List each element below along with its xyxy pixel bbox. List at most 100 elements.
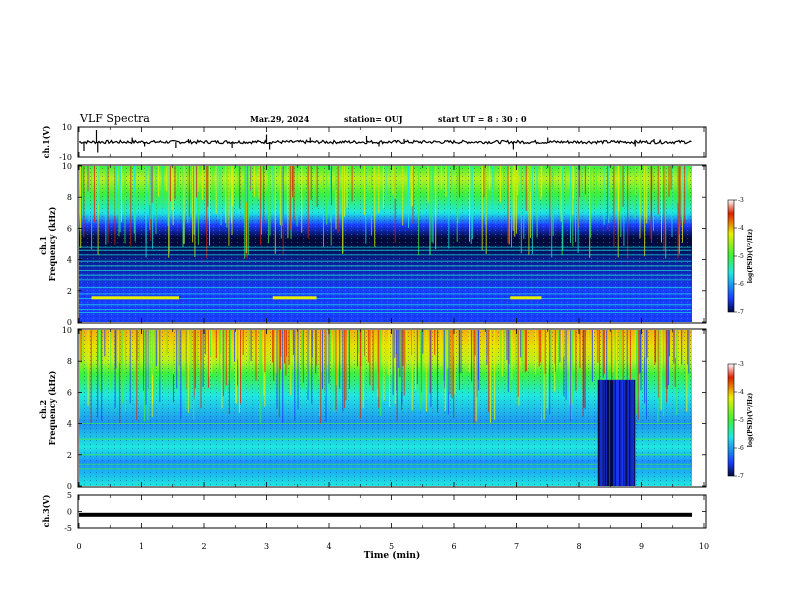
spectrogram-stripe — [176, 330, 178, 389]
spectrogram-stripe — [554, 330, 556, 392]
ch2-dark-block-stripe — [633, 379, 635, 486]
spectrogram-stripe — [678, 166, 680, 235]
spectrogram-stripe — [166, 330, 168, 354]
spectrogram-stripe — [597, 330, 599, 363]
spectrogram-stripe — [451, 330, 453, 399]
spectrogram-stripe — [168, 166, 170, 258]
x-tick-label: 1 — [139, 542, 144, 551]
spectrogram-stripe — [448, 166, 450, 249]
ch2-dark-block-stripe — [627, 379, 629, 486]
spectrogram-stripe — [311, 330, 313, 404]
spectrogram-stripe — [391, 330, 393, 375]
colorbar-tick-label: -5 — [738, 253, 744, 260]
spectrogram-stripe — [579, 330, 581, 369]
spectrogram-stripe — [335, 166, 337, 191]
x-tick-label: 9 — [639, 542, 644, 551]
spectrogram-stripe — [221, 330, 223, 409]
spectrogram-stripe — [684, 166, 686, 224]
spectrogram-stripe — [603, 166, 605, 225]
spectrogram-stripe — [510, 330, 512, 393]
spectrogram-stripe — [369, 330, 371, 386]
spectrogram-stripe — [659, 330, 661, 409]
spectrogram-stripe — [149, 330, 151, 385]
ch1-colorbar: -3 -4 -5 -6 -7 log(PSD)(V²/Hz) — [727, 197, 754, 316]
ch1-spikes — [83, 130, 655, 153]
spectrogram-stripe — [372, 330, 374, 391]
spectrogram-stripe — [321, 330, 323, 372]
spectrogram-stripe — [145, 330, 147, 405]
spectrogram-stripe — [418, 166, 420, 255]
spectrogram-stripe — [378, 330, 380, 408]
spectrogram-stripe — [151, 330, 153, 375]
spectrogram-stripe — [307, 166, 309, 239]
spectrogram-stripe — [275, 330, 277, 373]
spectrogram-stripe — [162, 166, 164, 217]
spectrogram-stripe — [563, 330, 565, 396]
spectrogram-stripe — [284, 330, 285, 364]
spectrogram-stripe — [232, 166, 234, 207]
station-label: station= OUJ — [344, 114, 403, 124]
ch2-colorbar-gradient — [727, 363, 735, 477]
spectrogram-stripe — [345, 330, 347, 401]
colorbar-tick-label: -6 — [738, 445, 744, 452]
spectrogram-stripe — [589, 166, 591, 258]
spectrogram-stripe — [124, 330, 126, 412]
spectrogram-stripe — [310, 166, 312, 200]
spectrogram-stripe — [253, 166, 255, 197]
ch2-dark-block-stripe — [630, 379, 632, 486]
spectrogram-stripe — [190, 330, 192, 409]
ch2-dark-block-stripe — [622, 379, 624, 486]
ch2-spectrogram-panel — [77, 328, 707, 488]
spectrogram-stripe — [543, 330, 545, 420]
spectrogram-stripe — [287, 330, 288, 404]
y-tick-label: -10 — [59, 153, 72, 162]
spectrogram-stripe — [302, 330, 304, 383]
spectrogram-stripe — [665, 166, 667, 259]
spectrogram-stripe — [517, 330, 519, 397]
spectrogram-stripe — [555, 330, 556, 372]
spectrogram-stripe — [468, 330, 470, 373]
spectrogram-stripe — [297, 330, 299, 410]
colorbar-tick-label: -7 — [738, 309, 744, 316]
spectrogram-stripe — [223, 330, 225, 390]
spectrogram-stripe — [263, 330, 265, 396]
spectrogram-stripe — [645, 166, 647, 218]
ch2-dark-block-stripe — [618, 379, 620, 486]
spectrogram-stripe — [286, 330, 287, 357]
spectrogram-stripe — [563, 330, 565, 357]
spectrogram-stripe — [511, 166, 512, 248]
spectrogram-stripe — [602, 330, 604, 378]
ch2-dark-block-stripe — [624, 379, 625, 486]
spectrogram-stripe — [90, 330, 92, 424]
spectrogram-stripe — [187, 166, 189, 223]
spectrogram-stripe — [403, 330, 405, 396]
spectrogram-stripe — [457, 166, 459, 224]
spectrogram-stripe — [520, 166, 522, 254]
spectrogram-stripe — [339, 330, 341, 389]
spectrogram-stripe — [521, 330, 523, 362]
spectrogram-stripe — [201, 166, 203, 200]
spectrogram-stripe — [290, 330, 292, 396]
spectrogram-stripe — [116, 166, 117, 203]
spectrogram-stripe — [655, 330, 657, 363]
spectrogram-stripe — [523, 166, 525, 239]
spectrogram-stripe — [207, 166, 209, 207]
x-tick-label: 6 — [451, 542, 456, 551]
spectrogram-stripe — [679, 330, 681, 366]
spectrogram-stripe — [445, 166, 447, 197]
spectrogram-stripe — [646, 330, 648, 358]
spectrogram-stripe — [590, 166, 592, 238]
spectrogram-stripe — [330, 166, 332, 246]
spectrogram-stripe — [272, 330, 274, 363]
spectrogram-stripe — [430, 330, 432, 408]
spectrogram-stripe — [584, 166, 586, 195]
ch2-colorbar: -3 -4 -5 -6 -7 log(PSD)(V²/Hz) — [727, 361, 754, 480]
ch1-spectrogram-panel — [77, 164, 707, 324]
spectrogram-stripe — [276, 330, 278, 410]
spectrogram-stripe — [147, 330, 149, 421]
spectrogram-stripe — [397, 330, 399, 368]
spectrogram-stripe — [301, 166, 303, 233]
spectrogram-stripe — [392, 330, 394, 395]
spectrogram-stripe — [118, 330, 120, 363]
spectrogram-stripe — [358, 330, 360, 354]
